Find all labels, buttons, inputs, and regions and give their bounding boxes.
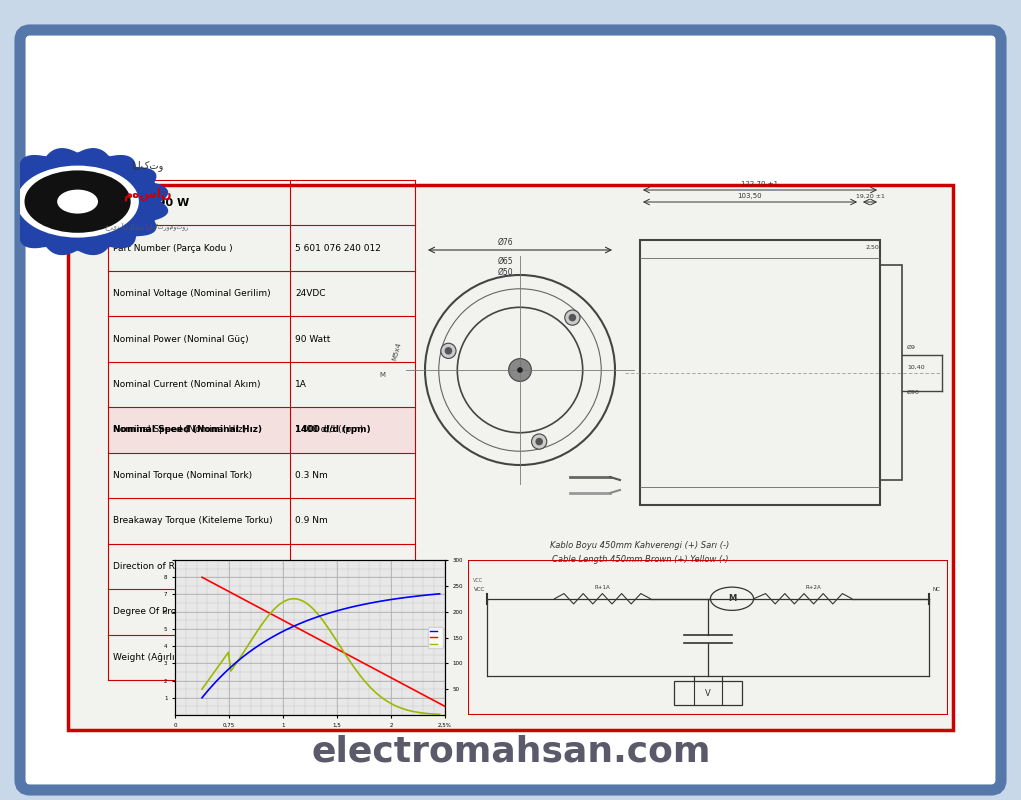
Text: 10,40: 10,40 [907, 365, 925, 370]
Text: M: M [379, 372, 385, 378]
Text: 103,50: 103,50 [738, 193, 763, 199]
Circle shape [444, 347, 452, 354]
Text: VCC: VCC [473, 578, 483, 583]
Text: Direction of Rotation (Dönüş Yönü): Direction of Rotation (Dönüş Yönü) [113, 562, 269, 571]
Text: Nominal Speed (Nominal Hız): Nominal Speed (Nominal Hız) [113, 426, 262, 434]
Circle shape [532, 434, 547, 449]
Text: Nominal Power (Nominal Güç): Nominal Power (Nominal Güç) [113, 334, 249, 343]
Text: Degree Of Protection (Koruma Sınıfı): Degree Of Protection (Koruma Sınıfı) [113, 607, 278, 616]
Circle shape [57, 190, 98, 214]
Text: Weight (Ağırlık): Weight (Ağırlık) [113, 653, 184, 662]
Polygon shape [0, 149, 167, 254]
Text: Nominal Torque (Nominal Tork): Nominal Torque (Nominal Tork) [113, 471, 252, 480]
Text: electromahsan.com: electromahsan.com [311, 735, 711, 769]
Bar [108, 407, 415, 453]
Text: 1.31 kg: 1.31 kg [295, 653, 329, 662]
Text: R+2A: R+2A [806, 585, 822, 590]
Circle shape [16, 166, 139, 238]
Text: IP20: IP20 [295, 607, 314, 616]
Text: الکتو: الکتو [131, 160, 163, 171]
FancyBboxPatch shape [20, 30, 1001, 790]
Circle shape [25, 170, 131, 233]
Text: R+1A: R+1A [594, 585, 611, 590]
Text: 19,20 ±1: 19,20 ±1 [856, 194, 884, 199]
Text: 0.9 Nm: 0.9 Nm [295, 517, 328, 526]
Text: Cable Length 450mm Brown (+) Yellow (-): Cable Length 450mm Brown (+) Yellow (-) [551, 555, 728, 565]
Text: M5x4: M5x4 [391, 341, 402, 361]
Bar [675, 682, 741, 705]
Text: M: M [728, 594, 736, 603]
Text: خرید آنلاین الکتروموتور: خرید آنلاین الکتروموتور [105, 222, 189, 230]
Circle shape [441, 343, 456, 358]
Text: 1400 d/d (rpm): 1400 d/d (rpm) [295, 426, 363, 434]
Text: CW: CW [295, 562, 310, 571]
Text: Part Number (Parça Kodu ): Part Number (Parça Kodu ) [113, 244, 233, 253]
Text: مهسان: مهسان [123, 188, 172, 201]
Text: Kablo Boyu 450mm Kahverengi (+) Sarı (-): Kablo Boyu 450mm Kahverengi (+) Sarı (-) [550, 541, 730, 550]
Text: 1A: 1A [295, 380, 307, 389]
Text: Ø76: Ø76 [497, 238, 513, 247]
Text: 122,70 ±1: 122,70 ±1 [741, 181, 779, 187]
Text: 0.3 Nm: 0.3 Nm [295, 471, 328, 480]
Bar [880, 265, 902, 480]
Circle shape [565, 310, 580, 326]
Text: Breakaway Torque (Kiteleme Torku): Breakaway Torque (Kiteleme Torku) [113, 517, 273, 526]
Text: 24VDC: 24VDC [295, 289, 326, 298]
Text: Ø50: Ø50 [497, 268, 513, 277]
Text: 24V     90 W: 24V 90 W [114, 198, 189, 208]
Bar [640, 240, 880, 505]
Circle shape [569, 314, 576, 322]
Text: Nominal Voltage (Nominal Gerilim): Nominal Voltage (Nominal Gerilim) [113, 289, 271, 298]
Circle shape [535, 438, 543, 446]
Text: VCC: VCC [475, 587, 486, 592]
Text: Nominal Current (Nominal Akım): Nominal Current (Nominal Akım) [113, 380, 260, 389]
Text: Ø90: Ø90 [907, 390, 920, 395]
Circle shape [508, 358, 531, 382]
Text: 1400 d/d (rpm): 1400 d/d (rpm) [295, 426, 371, 434]
Text: Ø9: Ø9 [907, 345, 916, 350]
Text: 5 601 076 240 012: 5 601 076 240 012 [295, 244, 381, 253]
Text: V: V [706, 689, 711, 698]
Text: 2,50: 2,50 [865, 245, 879, 250]
FancyBboxPatch shape [68, 185, 953, 730]
Text: Ø65: Ø65 [497, 257, 513, 266]
Legend: , , : , , [429, 627, 442, 648]
Text: NC: NC [932, 587, 940, 592]
Circle shape [518, 367, 523, 373]
Text: 90 Watt: 90 Watt [295, 334, 331, 343]
Text: Nominal Speed (Nominal Hız): Nominal Speed (Nominal Hız) [113, 426, 246, 434]
